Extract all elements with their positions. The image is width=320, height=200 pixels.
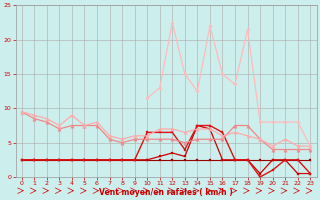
X-axis label: Vent moyen/en rafales ( km/h ): Vent moyen/en rafales ( km/h ): [99, 188, 233, 197]
